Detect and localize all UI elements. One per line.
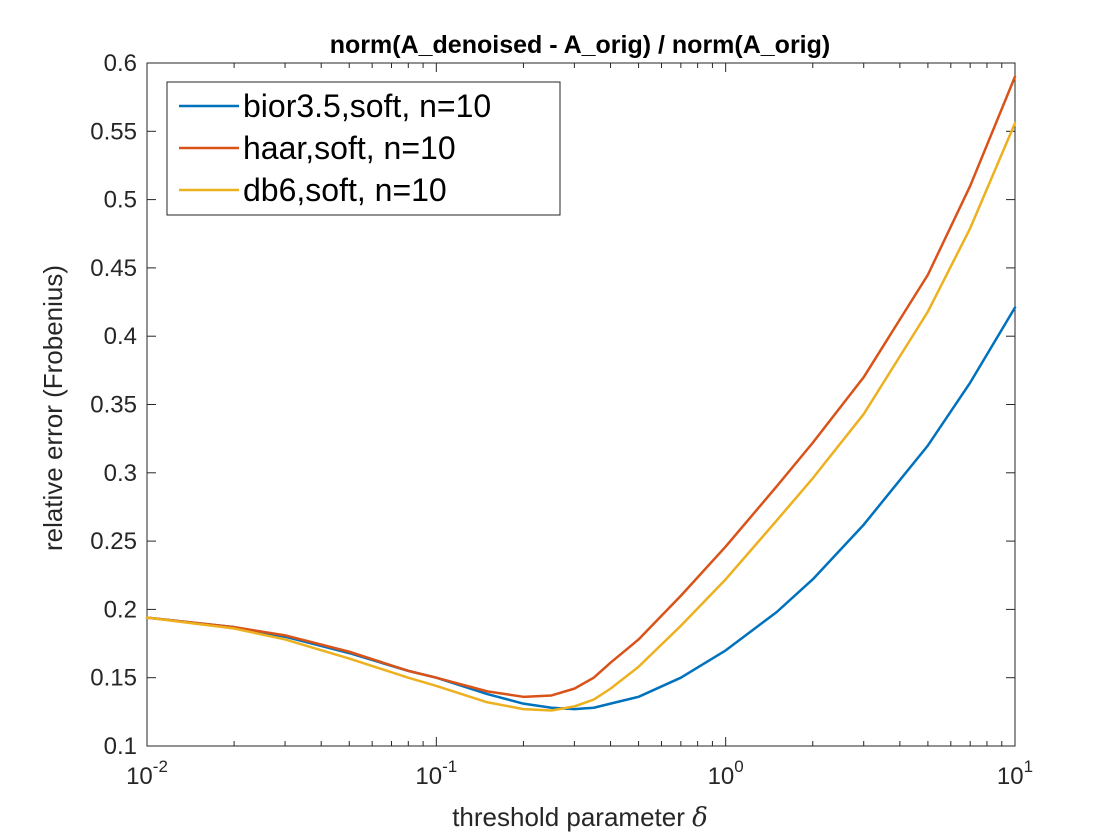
y-tick-labels: 0.1 0.15 0.2 0.25 0.3 0.35 0.4 0.45 0.5 0.55 0.6	[90, 50, 137, 760]
y-tick-label: 0.45	[90, 255, 137, 282]
x-tick-label: 101	[997, 757, 1033, 790]
y-tick-label: 0.3	[104, 460, 137, 487]
legend-label-2: haar,soft, n=10	[243, 130, 456, 166]
plot-axes	[146, 62, 1016, 747]
legend-label-1: bior3.5,soft, n=10	[243, 88, 491, 124]
x-tick-label: 100	[708, 757, 744, 790]
legend-label-3: db6,soft, n=10	[243, 172, 447, 208]
series-line-3	[145, 121, 1017, 712]
x-tick-label: 10-2	[126, 757, 168, 790]
x-tick-base: 10	[126, 763, 153, 790]
x-tick-exponent: 0	[734, 757, 743, 776]
x-tick-exponent: -2	[153, 757, 168, 776]
y-tick-label: 0.5	[104, 187, 137, 214]
y-tick-label: 0.35	[90, 392, 137, 419]
x-tick-base: 10	[708, 763, 735, 790]
chart-title: norm(A_denoised - A_orig) / norm(A_orig)	[330, 31, 830, 59]
series-layer	[145, 75, 1017, 712]
x-axis-label-symbol: δ	[692, 803, 708, 833]
y-tick-label: 0.15	[90, 665, 137, 692]
x-tick-labels: 10-2 10-1 100 101	[126, 757, 1033, 790]
y-tick-label: 0.6	[104, 50, 137, 77]
legend: bior3.5,soft, n=10 haar,soft, n=10 db6,sof…	[166, 81, 561, 216]
y-tick-label: 0.55	[90, 118, 137, 145]
y-tick-label: 0.2	[104, 596, 137, 623]
y-tick-label: 0.1	[104, 733, 137, 760]
x-tick-label: 10-1	[415, 757, 457, 790]
x-tick-exponent: 1	[1024, 757, 1033, 776]
series-line-2	[145, 75, 1017, 699]
x-tick-base: 10	[997, 763, 1024, 790]
x-axis-label: threshold parameter δ	[452, 802, 708, 833]
x-tick-exponent: -1	[442, 757, 457, 776]
x-axis-label-text: threshold parameter	[452, 802, 685, 832]
y-tick-label: 0.4	[104, 323, 137, 350]
y-axis-label: relative error (Frobenius)	[38, 265, 68, 551]
y-tick-label: 0.25	[90, 528, 137, 555]
x-tick-base: 10	[415, 763, 442, 790]
